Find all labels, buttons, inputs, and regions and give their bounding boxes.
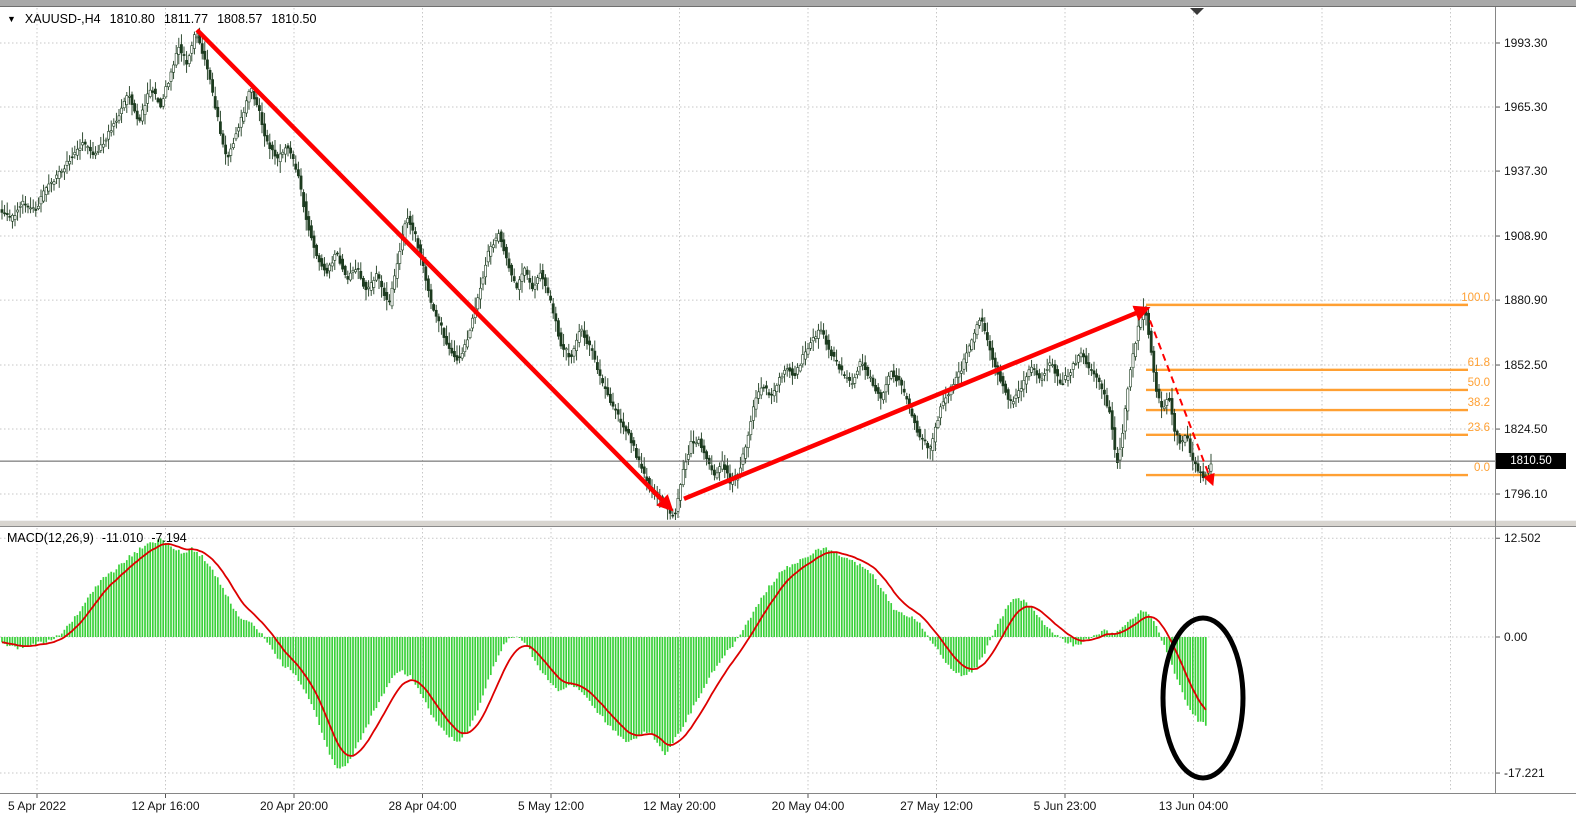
indicator-tick-label: -17.221: [1504, 766, 1545, 781]
time-tick-label: 5 Apr 2022: [7, 799, 67, 813]
price-tick-label: 1824.50: [1504, 422, 1548, 437]
ohlc-low-value: 1808.57: [217, 12, 263, 26]
chart-title: ▼ XAUUSD-,H4 1810.80 1811.77 1808.57 181…: [7, 12, 316, 26]
axis-ticks: [36, 42, 1500, 798]
macd-name: MACD(12,26,9): [7, 531, 94, 545]
time-tick-label: 13 Jun 04:00: [1158, 799, 1229, 813]
ohlc-high-value: 1811.77: [163, 12, 209, 26]
price-scale-separator: [1495, 7, 1496, 793]
time-tick-label: 28 Apr 04:00: [388, 799, 457, 813]
price-tick-label: 1937.30: [1504, 164, 1548, 179]
indicator-tick-label: 12.502: [1504, 531, 1541, 546]
ohlc-open-value: 1810.80: [109, 12, 155, 26]
chart-annotations[interactable]: [195, 8, 1246, 781]
time-tick-label: 12 May 20:00: [643, 799, 716, 813]
grid: [0, 8, 1495, 792]
indicator-scale: 12.502 0.00 -17.221: [1495, 527, 1576, 793]
fib-level-label: 38.2: [1468, 397, 1490, 409]
symbol-timeframe-label: XAUUSD-,H4: [24, 12, 101, 26]
macd-histogram: [1, 538, 1207, 769]
macd-signal-value: -7.194: [151, 531, 187, 545]
chart-shift-marker-icon[interactable]: [1190, 8, 1204, 15]
ohlc-close-value: 1810.50: [271, 12, 317, 26]
highlight-ellipse[interactable]: [1160, 615, 1246, 781]
time-tick-label: 20 May 04:00: [771, 799, 845, 813]
trend-arrow[interactable]: [683, 305, 1151, 501]
fib-level-label: 50.0: [1468, 377, 1490, 389]
time-tick-label: 12 Apr 16:00: [131, 799, 200, 813]
candlestick-series: [0, 27, 1213, 524]
price-scale[interactable]: 1993.30 1965.30 1937.30 1908.90 1880.90 1852.…: [1495, 7, 1576, 520]
price-tick-label: 1965.30: [1504, 100, 1548, 115]
price-tick-label: 1880.90: [1504, 293, 1548, 308]
time-tick-label: 5 Jun 23:00: [1033, 799, 1097, 813]
window-top-border: [0, 0, 1576, 7]
trend-arrow[interactable]: [1149, 320, 1215, 487]
macd-signal-line: [1, 542, 1207, 757]
symbol-dropdown-icon[interactable]: ▼: [7, 14, 16, 24]
price-tick-label: 1852.50: [1504, 358, 1548, 373]
trend-arrow[interactable]: [195, 28, 674, 512]
current-price-tag: 1810.50: [1496, 453, 1566, 469]
time-scale[interactable]: 5 Apr 2022 12 Apr 16:00 20 Apr 20:00 28 Apr…: [0, 794, 1576, 825]
price-tick-label: 1796.10: [1504, 487, 1548, 502]
time-tick-label: 20 Apr 20:00: [259, 799, 329, 813]
fib-level-label: 23.6: [1468, 422, 1490, 434]
time-scale-separator: [0, 793, 1576, 794]
time-tick-label: 27 May 12:00: [900, 799, 973, 813]
panel-splitter[interactable]: [0, 520, 1576, 527]
indicator-tick-label: 0.00: [1504, 630, 1528, 644]
macd-main-value: -11.010: [101, 531, 144, 545]
fib-level-label: 0.0: [1474, 462, 1490, 474]
fib-level-label: 61.8: [1468, 357, 1490, 369]
macd-indicator-label: MACD(12,26,9) -11.010 -7.194: [7, 531, 187, 545]
time-tick-label: 5 May 12:00: [517, 799, 585, 813]
price-tick-label: 1908.90: [1504, 229, 1548, 244]
fib-level-label: 100.0: [1461, 292, 1490, 304]
fibonacci-retracement[interactable]: 100.0 61.8 50.0 38.2 23.6 0.0: [1146, 292, 1490, 477]
price-tick-label: 1993.30: [1504, 36, 1548, 50]
